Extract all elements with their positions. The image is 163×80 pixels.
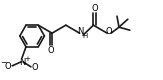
Text: O: O [91,4,98,13]
Text: O: O [48,46,54,55]
Text: −: − [0,58,7,67]
Text: N: N [77,27,84,36]
Text: H: H [82,33,87,39]
Text: +: + [24,56,30,62]
Text: O: O [31,63,38,72]
Text: O: O [5,62,12,71]
Text: N: N [19,58,26,67]
Text: O: O [105,27,112,36]
